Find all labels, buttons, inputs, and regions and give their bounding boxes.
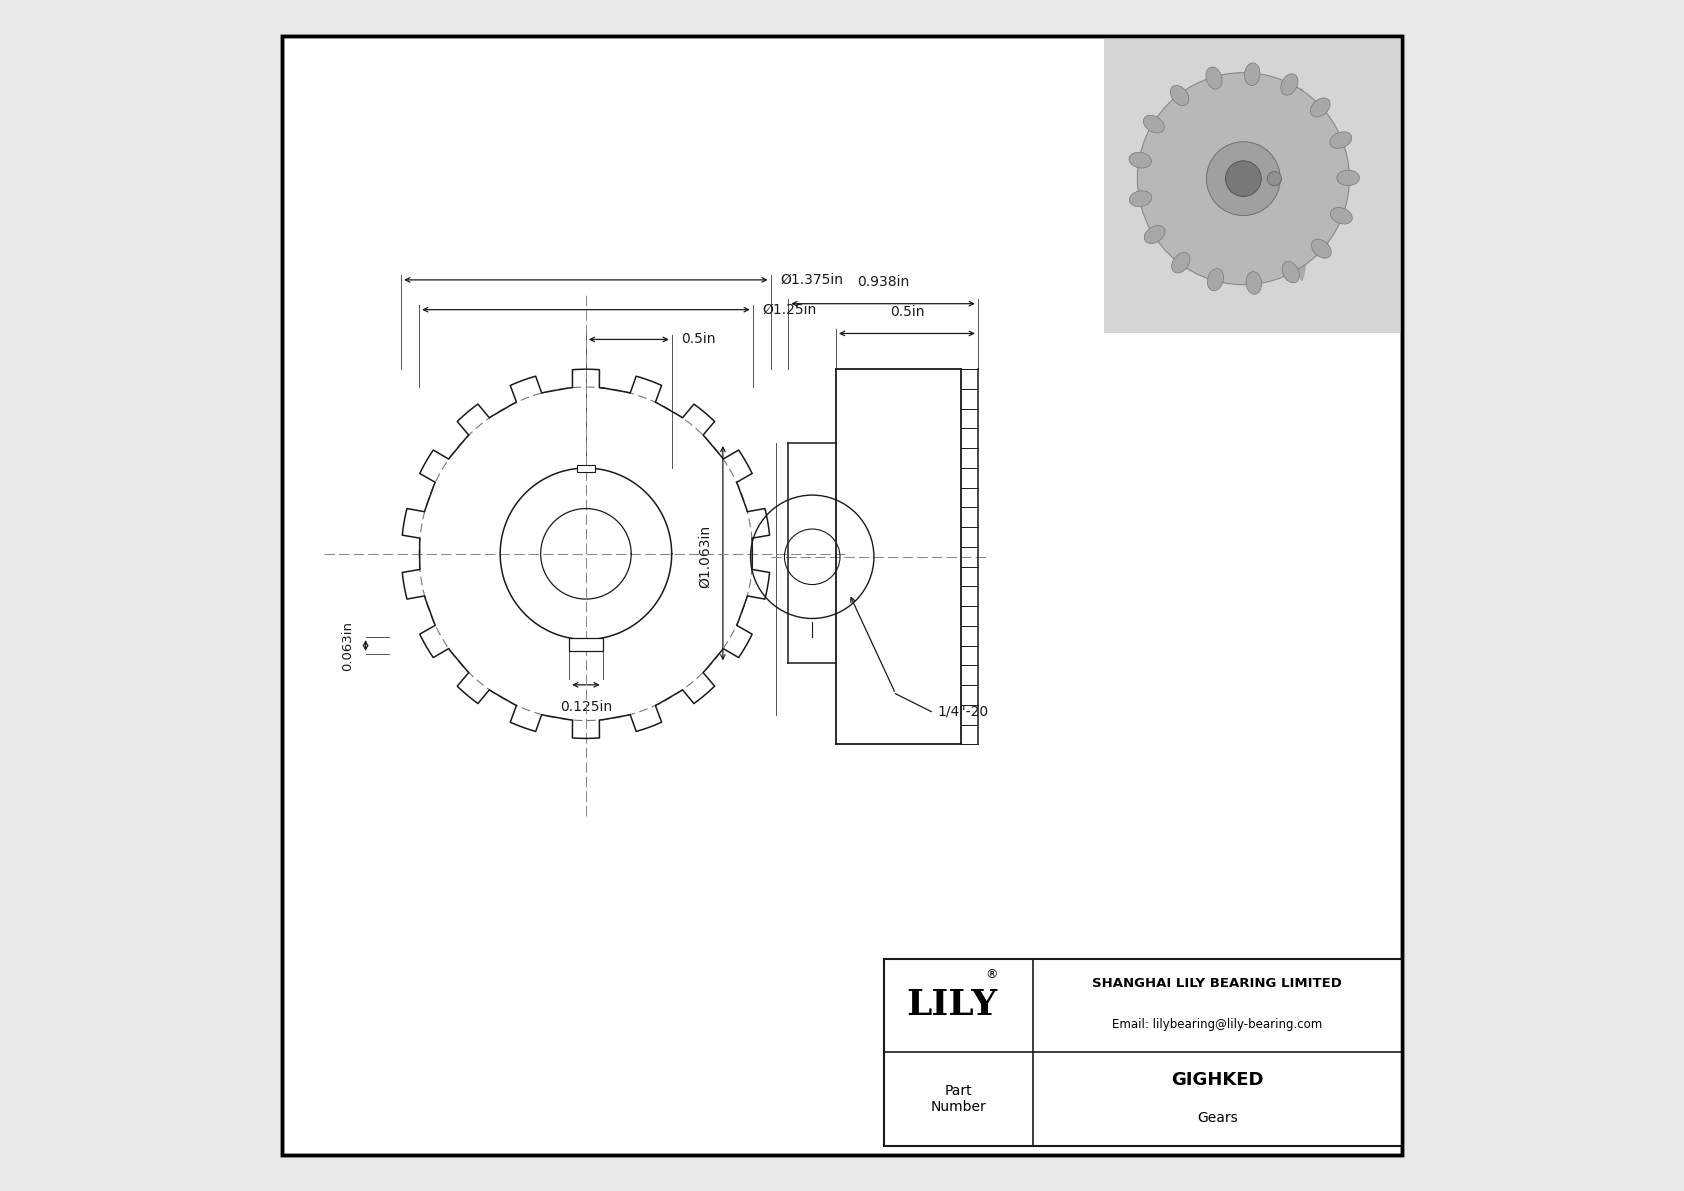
Ellipse shape <box>1330 207 1352 224</box>
Text: 1/4"-20: 1/4"-20 <box>938 705 989 718</box>
Ellipse shape <box>1137 73 1349 285</box>
Ellipse shape <box>1293 88 1310 281</box>
Ellipse shape <box>1244 63 1260 86</box>
Text: Part
Number: Part Number <box>930 1084 987 1114</box>
Text: SHANGHAI LILY BEARING LIMITED: SHANGHAI LILY BEARING LIMITED <box>1093 978 1342 990</box>
Text: 0.063in: 0.063in <box>342 621 354 671</box>
Ellipse shape <box>1226 161 1261 197</box>
Text: LILY: LILY <box>906 989 997 1022</box>
Bar <box>569 638 603 651</box>
Bar <box>1105 36 1401 333</box>
Text: 0.5in: 0.5in <box>682 332 716 347</box>
Ellipse shape <box>1206 142 1280 216</box>
Circle shape <box>1266 172 1282 186</box>
Ellipse shape <box>1207 268 1224 291</box>
Ellipse shape <box>1172 252 1191 273</box>
Ellipse shape <box>1170 86 1189 106</box>
Text: ®: ® <box>985 968 997 980</box>
Bar <box>576 466 594 472</box>
Bar <box>884 959 1401 1146</box>
Ellipse shape <box>1312 239 1332 258</box>
Text: Ø1.375in: Ø1.375in <box>780 273 844 287</box>
Ellipse shape <box>1280 88 1295 281</box>
Text: Gears: Gears <box>1197 1111 1238 1124</box>
Ellipse shape <box>1337 170 1359 186</box>
Text: 0.5in: 0.5in <box>889 305 925 319</box>
Ellipse shape <box>1130 191 1152 206</box>
Ellipse shape <box>1282 262 1300 282</box>
Text: Ø1.25in: Ø1.25in <box>763 303 817 317</box>
Ellipse shape <box>1128 152 1152 168</box>
Text: Ø1.063in: Ø1.063in <box>699 525 712 588</box>
Ellipse shape <box>1330 132 1352 149</box>
Text: 0.125in: 0.125in <box>559 700 611 715</box>
Text: Email: lilybearing@lily-bearing.com: Email: lilybearing@lily-bearing.com <box>1111 1018 1322 1030</box>
Ellipse shape <box>1206 67 1223 89</box>
Ellipse shape <box>1246 272 1261 294</box>
Text: GIGHKED: GIGHKED <box>1170 1071 1263 1089</box>
Text: 0.938in: 0.938in <box>857 275 909 289</box>
Ellipse shape <box>1310 98 1330 117</box>
Ellipse shape <box>1143 116 1164 133</box>
Ellipse shape <box>1282 74 1298 95</box>
Ellipse shape <box>1143 225 1165 243</box>
Ellipse shape <box>1265 88 1280 281</box>
